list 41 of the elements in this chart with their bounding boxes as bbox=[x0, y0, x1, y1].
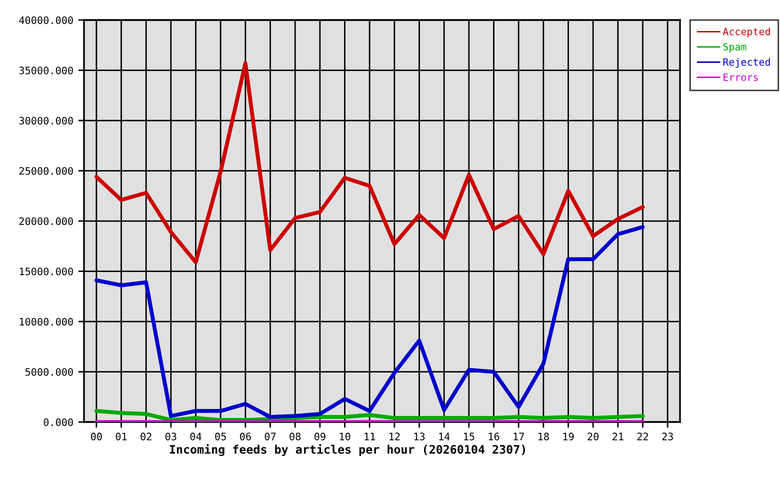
x-tick-label: 12 bbox=[390, 432, 400, 440]
x-tick-label: 15 bbox=[464, 432, 474, 440]
x-tick-label: 01 bbox=[116, 432, 127, 440]
y-tick-label: 5000.000 bbox=[25, 368, 73, 376]
line-series bbox=[94, 225, 645, 419]
legend-label: Spam bbox=[723, 42, 746, 52]
x-tick-label: 03 bbox=[165, 432, 176, 440]
legend-label: Accepted bbox=[722, 28, 770, 38]
x-tick-label: 17 bbox=[514, 432, 524, 440]
legend-label: Errors bbox=[724, 74, 758, 82]
line-series bbox=[94, 61, 645, 264]
x-tick-label: 05 bbox=[215, 432, 226, 440]
x-tick-label: 02 bbox=[140, 432, 152, 440]
y-tick-label: 30000.000 bbox=[19, 116, 73, 125]
legend-label: Rejected bbox=[723, 58, 770, 68]
x-tick-label: 10 bbox=[340, 432, 350, 440]
x-axis-title: Incoming feeds by articles per hour (20260104 2307) bbox=[170, 444, 525, 456]
y-tick-label: 35000.000 bbox=[19, 66, 73, 74]
x-tick-label: 06 bbox=[240, 432, 251, 440]
line-series bbox=[94, 409, 645, 422]
x-tick-label: 18 bbox=[538, 432, 549, 440]
x-tick-label: 07 bbox=[264, 432, 276, 440]
y-tick-label: 25000.000 bbox=[19, 167, 73, 175]
y-tick-label: 40000.000 bbox=[19, 16, 73, 24]
x-tick-label: 13 bbox=[414, 432, 425, 440]
x-tick-label: 00 bbox=[90, 432, 102, 440]
x-tick-label: 08 bbox=[290, 432, 301, 440]
x-tick-label: 04 bbox=[190, 432, 202, 440]
x-tick-label: 14 bbox=[439, 432, 450, 440]
x-tick-label: 19 bbox=[563, 432, 574, 440]
x-tick-label: 16 bbox=[488, 432, 500, 440]
y-tick-label: 10000.000 bbox=[20, 318, 73, 326]
x-tick-label: 23 bbox=[662, 432, 673, 440]
y-tick-label: 0.000 bbox=[44, 418, 73, 426]
x-tick-label: 20 bbox=[588, 432, 599, 440]
y-tick-label: 15000.000 bbox=[20, 268, 73, 276]
x-tick-label: 09 bbox=[314, 432, 326, 440]
y-tick-label: 20000.000 bbox=[19, 217, 73, 226]
x-tick-label: 22 bbox=[637, 432, 648, 440]
x-tick-label: 11 bbox=[364, 432, 376, 440]
x-tick-label: 21 bbox=[612, 432, 624, 440]
